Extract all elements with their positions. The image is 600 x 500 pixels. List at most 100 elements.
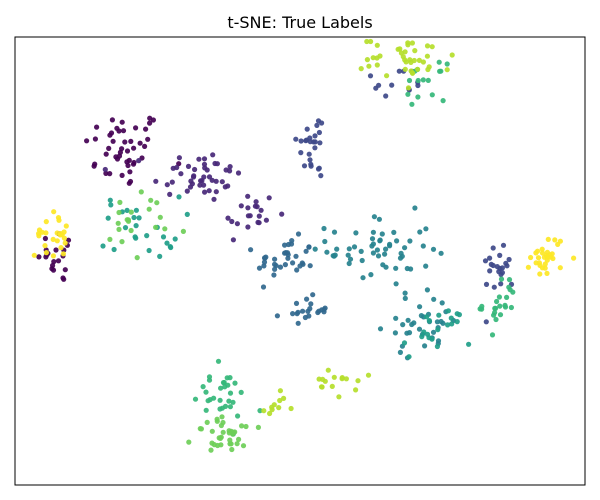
scatter-point [308,161,314,167]
scatter-point [324,249,330,255]
scatter-point [50,253,57,259]
scatter-point [43,219,49,225]
scatter-point [290,260,296,266]
scatter-point [402,290,408,296]
scatter-point [50,236,56,242]
scatter-point [416,326,423,332]
scatter-point [345,252,351,258]
scatter-point [197,182,203,188]
scatter-point [544,270,550,276]
scatter-point [368,272,374,278]
scatter-point [454,311,460,317]
scatter-point [153,178,159,184]
scatter-point [133,207,139,213]
scatter-point [103,151,109,157]
scatter-point [245,193,251,199]
scatter-point [272,256,278,262]
scatter-point [406,354,412,360]
scatter-point [94,124,100,130]
scatter-point [219,179,225,185]
scatter-point [369,243,375,249]
scatter-point [115,220,121,226]
scatter-point [160,234,167,240]
scatter-point [102,166,108,173]
scatter-point [107,171,113,177]
scatter-point [525,264,532,270]
scatter-point [51,259,57,265]
scatter-point [383,246,389,252]
scatter-point [394,238,400,244]
scatter-point [132,234,138,240]
scatter-point [420,243,426,249]
scatter-point [220,380,227,386]
scatter-point [430,329,437,335]
scatter-point [500,242,507,248]
scatter-point [497,312,504,318]
scatter-point [555,241,561,247]
scatter-point [263,254,269,260]
scatter-point [435,338,442,344]
scatter-point [43,230,49,236]
scatter-point [331,229,338,235]
scatter-point [358,248,364,254]
scatter-point [222,184,228,190]
scatter-point [144,233,150,239]
scatter-point [176,194,182,200]
scatter-point [36,254,42,260]
scatter-point [36,231,42,237]
scatter-point [405,42,411,48]
scatter-point [368,38,374,45]
scatter-point [124,159,130,165]
scatter-point [358,66,364,72]
scatter-point [435,327,441,333]
scatter-point [201,182,207,188]
scatter-points [31,38,577,453]
scatter-point [63,223,69,229]
scatter-point [134,255,140,261]
scatter-point [227,390,234,396]
scatter-point [213,189,219,195]
scatter-point [423,263,429,269]
scatter-point [109,117,115,123]
scatter-point [295,320,301,326]
scatter-point [124,207,130,213]
scatter-point [209,440,215,446]
scatter-point [282,262,288,268]
scatter-point [503,260,509,266]
scatter-point [220,419,226,426]
scatter-point [209,177,215,183]
scatter-point [389,82,395,88]
scatter-point [62,240,68,246]
scatter-point [271,402,277,408]
scatter-point [493,316,499,323]
scatter-point [482,258,489,264]
scatter-point [325,367,331,373]
scatter-point [409,101,415,107]
scatter-point [164,240,170,246]
scatter-point [209,428,215,434]
scatter-point [120,128,127,134]
scatter-point [402,295,408,301]
scatter-point [225,215,231,221]
scatter-point [321,306,327,312]
scatter-point [402,245,408,251]
scatter-point [393,265,399,271]
scatter-point [119,172,125,178]
scatter-point [421,329,427,335]
scatter-point [276,405,282,411]
scatter-point [55,258,62,264]
scatter-point [119,239,125,245]
scatter-point [225,382,231,388]
scatter-point [128,209,134,215]
scatter-point [272,266,278,272]
scatter-point [483,281,490,287]
scatter-point [406,77,413,84]
scatter-point [294,311,300,317]
scatter-point [54,238,60,244]
scatter-point [128,227,134,234]
scatter-point [167,191,173,197]
scatter-point [147,120,153,126]
scatter-point [217,406,223,412]
scatter-point [190,174,197,180]
scatter-point [61,235,67,241]
